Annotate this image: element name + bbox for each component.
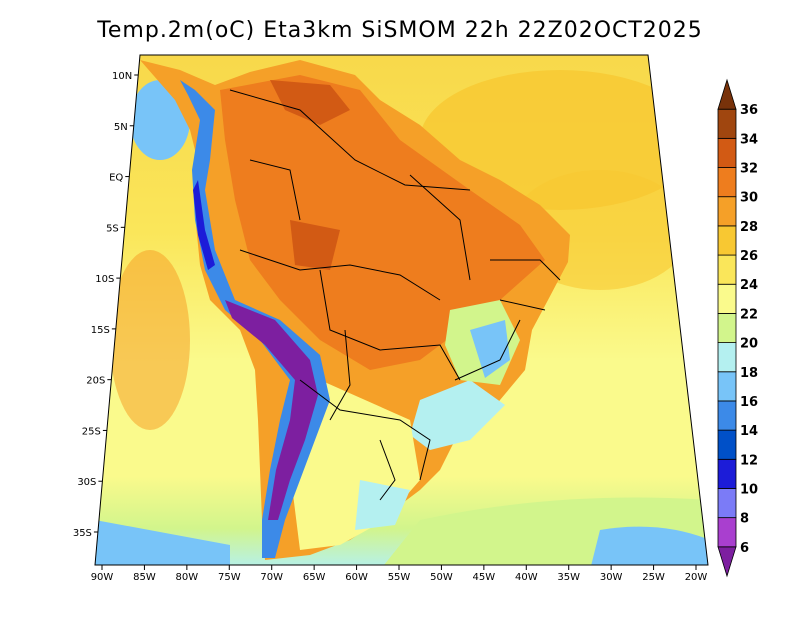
colorbar-segment xyxy=(717,108,737,139)
lat-tick-label: 20S xyxy=(86,376,105,387)
colorbar-segment xyxy=(717,137,737,168)
lat-tick-label: 10N xyxy=(112,71,132,82)
latitude-axis: 10N 5N EQ 5S 10S 15S 20S 25S 30S 35S xyxy=(73,71,139,539)
lon-tick-label: 30W xyxy=(600,572,623,583)
colorbar-segment xyxy=(717,488,737,519)
lat-tick-label: 5S xyxy=(106,223,119,234)
lon-tick-label: 70W xyxy=(260,572,283,583)
colorbar-segment xyxy=(717,400,737,431)
lon-tick-label: 60W xyxy=(345,572,368,583)
colorbar-segment xyxy=(717,254,737,285)
lat-tick-label: 30S xyxy=(77,477,96,488)
colorbar-label: 28 xyxy=(740,220,758,235)
colorbar-segment xyxy=(717,167,737,198)
lon-tick-label: 80W xyxy=(176,572,199,583)
colorbar-label: 22 xyxy=(740,307,758,322)
colorbar-segment xyxy=(717,371,737,402)
colorbar-label: 24 xyxy=(740,278,758,293)
lon-tick-label: 25W xyxy=(642,572,665,583)
map-title: Temp.2m(oC) Eta3km SiSMOM 22h 22Z02OCT20… xyxy=(97,18,703,43)
colorbar-segment xyxy=(717,429,737,460)
temperature-field xyxy=(95,55,708,565)
lat-tick-label: 25S xyxy=(82,426,101,437)
colorbar-label: 6 xyxy=(740,541,749,556)
colorbar-segment xyxy=(717,342,737,373)
colorbar-segment xyxy=(717,225,737,256)
lon-tick-label: 55W xyxy=(388,572,411,583)
country-borders xyxy=(229,89,561,501)
lon-tick-label: 85W xyxy=(133,572,156,583)
colorbar-label: 32 xyxy=(740,162,758,177)
lon-tick-label: 45W xyxy=(473,572,496,583)
lon-tick-label: 40W xyxy=(515,572,538,583)
colorbar-label: 34 xyxy=(740,132,758,147)
colorbar-segment xyxy=(717,196,737,227)
colorbar-label: 16 xyxy=(740,395,758,410)
colorbar-label: 18 xyxy=(740,366,758,381)
colorbar: 6 8 10 12 14 16 18 20 22 24 26 28 30 32 34 36 xyxy=(717,78,758,578)
lat-tick-label: 35S xyxy=(73,528,92,539)
lat-tick-label: EQ xyxy=(109,173,123,184)
lon-tick-label: 90W xyxy=(91,572,114,583)
lat-tick-label: 15S xyxy=(91,325,110,336)
colorbar-label: 14 xyxy=(740,424,758,439)
colorbar-label: 8 xyxy=(740,512,749,527)
colorbar-segment xyxy=(717,546,737,578)
lat-tick-label: 10S xyxy=(95,274,114,285)
lon-tick-label: 35W xyxy=(557,572,580,583)
longitude-axis: 90W 85W 80W 75W 70W 65W 60W 55W 50W 45W 40W 35W 30W 2… xyxy=(91,565,708,583)
colorbar-segment xyxy=(717,313,737,343)
lon-tick-label: 65W xyxy=(303,572,326,583)
colorbar-label: 26 xyxy=(740,249,758,264)
colorbar-label: 36 xyxy=(740,103,758,118)
colorbar-label: 12 xyxy=(740,453,758,468)
lon-tick-label: 75W xyxy=(218,572,241,583)
colorbar-label: 10 xyxy=(740,482,758,497)
colorbar-label: 20 xyxy=(740,337,758,352)
colorbar-segment xyxy=(717,517,737,548)
lon-tick-label: 20W xyxy=(685,572,708,583)
colorbar-segment xyxy=(717,283,737,314)
lat-tick-label: 5N xyxy=(114,122,128,133)
colorbar-segment xyxy=(717,78,737,110)
lon-tick-label: 50W xyxy=(430,572,453,583)
colorbar-label: 30 xyxy=(740,191,758,206)
colorbar-segment xyxy=(717,458,737,489)
